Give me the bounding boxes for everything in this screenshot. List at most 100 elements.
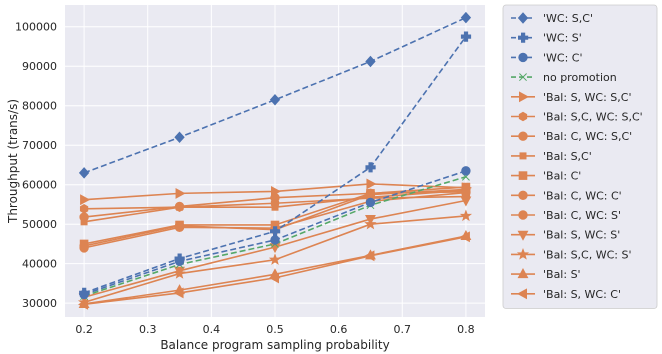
data-point [270,226,281,237]
legend-label: 'Bal: C, WC: C' [543,189,622,202]
y-tick-label: 60000 [22,179,57,192]
series-14 [78,231,470,310]
data-point [80,218,88,226]
legend-item: 'WC: S,C' [511,12,593,25]
data-point [365,197,376,208]
data-point [364,250,375,262]
x-tick-label: 0.2 [75,323,93,336]
data-point [78,298,89,310]
data-point [174,222,185,233]
data-point [366,178,377,190]
legend: 'WC: S,C' 'WC: S' 'WC: C' no promotion 'Bal:… [502,4,658,309]
legend-marker [518,111,528,122]
legend-item: 'Bal: S,C' [511,150,592,163]
data-point [78,167,90,179]
data-point [268,253,282,265]
data-point [365,162,376,173]
legend-marker [518,171,528,180]
y-axis-label: Throughput (trans/s) [6,99,20,224]
data-point [271,203,279,211]
data-point [175,187,186,199]
data-point [270,193,280,203]
legend-marker [518,190,528,201]
y-tick-label: 30000 [22,297,57,310]
legend-label: 'Bal: S, WC: S,C' [543,91,632,104]
data-point [173,287,184,299]
legend-item: 'Bal: S,C, WC: S' [511,247,632,261]
y-tick-label: 100000 [15,21,57,34]
series-0 [78,11,472,179]
legend-label: 'Bal: C, WC: S' [543,209,621,222]
data-point [269,94,281,106]
legend-marker [518,32,529,43]
x-tick-label: 0.3 [139,323,157,336]
x-tick-label: 0.5 [266,323,284,336]
legend-item: no promotion [511,71,617,84]
legend-item: 'Bal: C, WC: S,C' [511,130,632,143]
legend-label: 'Bal: C, WC: S,C' [543,130,632,143]
data-point [173,267,186,279]
legend-label: 'WC: C' [543,51,583,64]
legend-label: 'Bal: S,C, WC: S,C' [543,111,643,124]
y-tick-label: 70000 [22,139,57,152]
data-point [461,166,471,176]
y-tick-label: 40000 [22,258,57,271]
legend-marker [518,52,528,63]
series-2 [79,166,471,300]
data-point [459,231,470,243]
x-tick-label: 0.4 [203,323,221,336]
legend-item: 'WC: C' [511,51,583,64]
data-point [365,55,376,68]
y-tick-label: 80000 [22,100,57,113]
data-point [459,209,473,222]
data-point [268,272,279,284]
legend-label: no promotion [543,71,617,84]
legend-item: 'Bal: S' [511,268,581,281]
legend-marker [517,12,529,24]
data-point [79,289,89,300]
legend-label: 'Bal: S, WC: S' [543,229,620,242]
legend-marker [516,288,527,300]
data-point [174,256,185,267]
data-point [79,204,89,214]
data-point [364,217,377,230]
data-point [460,11,472,24]
legend-marker [517,268,529,279]
data-point [460,31,472,42]
data-point [176,203,184,211]
legend-marker [519,152,527,160]
data-point [461,187,471,198]
legend-marker [517,230,529,241]
legend-item: 'Bal: S, WC: S,C' [511,91,632,104]
legend-item: 'Bal: C, WC: S' [511,209,621,222]
legend-item: 'Bal: S, WC: C' [511,288,621,301]
legend-item: 'Bal: C' [511,170,581,183]
legend-label: 'WC: S,C' [543,12,593,25]
legend-item: 'Bal: S,C, WC: S,C' [511,111,643,124]
data-point [174,131,185,144]
x-tick-label: 0.6 [330,323,348,336]
legend-item: 'WC: S' [511,32,582,45]
legend-marker [519,73,527,82]
legend-marker [519,91,530,103]
legend-label: 'WC: S' [543,32,582,45]
legend-label: 'Bal: S, WC: C' [543,288,621,301]
legend-label: 'Bal: C' [543,170,581,183]
x-tick-label: 0.7 [394,323,412,336]
data-point [80,194,91,206]
data-point [79,243,89,253]
y-ticks: 30000 40000 50000 60000 70000 80000 90000 10000… [15,21,57,310]
y-tick-label: 50000 [22,218,57,231]
series-layer [77,11,473,310]
data-point [460,196,472,207]
legend-marker [518,131,528,141]
x-ticks: 0.2 0.3 0.4 0.5 0.6 0.7 0.8 [75,323,474,336]
legend-marker [518,210,528,220]
legend-label: 'Bal: S,C, WC: S' [543,248,632,261]
legend-label: 'Bal: S' [543,268,581,281]
legend-marker [516,247,530,260]
x-axis-label: Balance program sampling probability [160,338,389,352]
legend-label: 'Bal: S,C' [543,150,592,163]
series-line [83,16,467,174]
